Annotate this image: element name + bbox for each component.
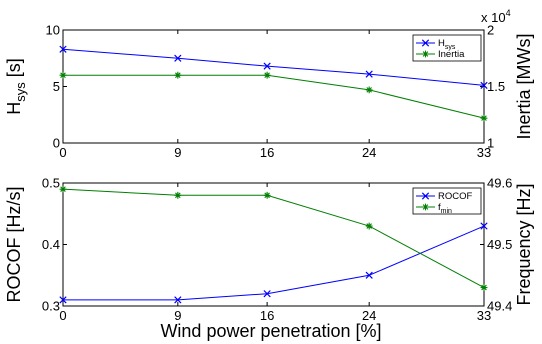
x-tick-label: 33 — [477, 308, 491, 323]
x-axis-label: Wind power penetration [%] — [160, 321, 381, 341]
legend-label-0: ROCOF — [438, 191, 473, 202]
series-point-0 — [263, 290, 271, 298]
series-point-0 — [174, 296, 182, 304]
series-point-1 — [174, 191, 182, 199]
series-point-0 — [59, 296, 67, 304]
y-left-label: Hsys [s] — [4, 58, 28, 115]
y-right-tick-label: 2 — [487, 23, 494, 38]
legend-marker-1 — [422, 50, 429, 58]
legend-marker-1 — [422, 203, 429, 211]
series-point-0 — [263, 62, 271, 70]
x-tick-label: 33 — [477, 145, 491, 160]
y-left-tick-label: 0.5 — [42, 176, 60, 191]
y-left-tick-label: 0.4 — [42, 237, 60, 252]
series-point-1 — [59, 185, 67, 193]
series-point-1 — [263, 71, 271, 79]
series-point-1 — [365, 86, 373, 94]
y-left-tick-label: 5 — [53, 79, 60, 94]
series-point-0 — [480, 222, 488, 230]
series-point-1 — [59, 71, 67, 79]
x-tick-label: 16 — [260, 308, 274, 323]
series-point-1 — [365, 222, 373, 230]
x-tick-label: 0 — [59, 308, 66, 323]
x-tick-label: 0 — [59, 145, 66, 160]
y-left-tick-label: 10 — [46, 23, 60, 38]
legend-marker-0 — [421, 192, 430, 200]
y-right-label: Frequency [Hz] — [514, 183, 534, 305]
x-tick-label: 24 — [362, 308, 376, 323]
series-point-0 — [174, 54, 182, 62]
y-right-tick-label: 49.5 — [487, 237, 512, 252]
series-point-0 — [59, 45, 67, 53]
legend-box — [412, 187, 482, 215]
y-left-tick-label: 0 — [53, 136, 60, 151]
y-left-tick-label: 0.3 — [42, 299, 60, 314]
y-right-label: Inertia [MWs] — [514, 33, 534, 139]
legend-box — [412, 34, 482, 62]
x-tick-label: 16 — [260, 145, 274, 160]
x-tick-label: 9 — [174, 145, 181, 160]
y-right-tick-label: 1.5 — [487, 79, 505, 94]
y-left-label: ROCOF [Hz/s] — [4, 187, 24, 303]
legend-label-1: Inertia — [438, 49, 465, 60]
series-point-0 — [365, 70, 373, 78]
series-point-1 — [263, 191, 271, 199]
legend-marker-0 — [421, 39, 430, 47]
bottom-panel: 0 9 16 24 33 0.3 0.4 0.5 49.4 49.5 49.6 ROCOF [Hz/s… — [4, 176, 534, 324]
series-point-0 — [365, 271, 373, 279]
x-tick-label: 24 — [362, 145, 376, 160]
series-point-1 — [174, 71, 182, 79]
top-panel: 0 9 16 24 33 0 5 10 1 1.5 2x 104 Hsys [s] Inertia [M… — [4, 8, 534, 160]
y-right-tick-label: 49.4 — [487, 299, 512, 314]
series-point-1 — [480, 114, 488, 122]
right-axis-multiplier: x 104 — [481, 8, 511, 25]
y-right-tick-label: 49.6 — [487, 176, 512, 191]
y-right-tick-label: 1 — [487, 136, 494, 151]
series-point-0 — [480, 81, 488, 89]
x-tick-label: 9 — [174, 308, 181, 323]
series-point-1 — [480, 284, 488, 291]
